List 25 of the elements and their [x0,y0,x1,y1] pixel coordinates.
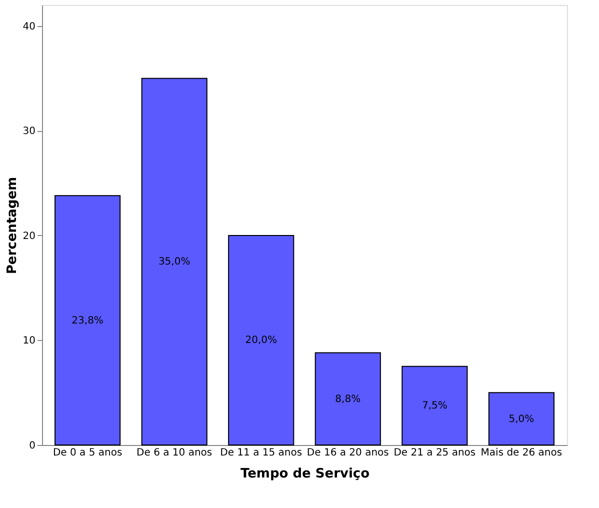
bar [141,78,208,446]
y-tick-label: 40 [22,21,36,32]
data-label: 35,0% [158,256,190,268]
data-label: 8,8% [335,394,361,405]
data-label: 23,8% [72,315,104,326]
bar [54,195,121,446]
x-axis-title: Tempo de Serviço [240,466,370,482]
data-label: 5,0% [508,414,534,425]
data-label: 20,0% [245,335,277,346]
x-tick-label: De 6 a 10 anos [136,448,212,458]
bar [228,234,294,446]
bar [314,352,381,446]
y-axis-title: Percentagem [4,176,20,274]
data-label: 7,5% [422,400,448,412]
y-tick-label: 30 [22,126,36,138]
x-tick-label: De 0 a 5 anos [52,448,122,458]
x-tick-label: Mais de 26 anos [480,448,562,458]
bar [488,392,554,446]
y-tick-label: 10 [22,336,36,347]
x-tick-label: De 11 a 15 anos [220,448,302,458]
x-tick-label: De 16 a 20 anos [306,448,389,458]
x-tick-label: De 21 a 25 anos [394,448,476,458]
y-tick-label: 0 [29,440,36,452]
bar [402,366,468,446]
y-tick-label: 20 [22,230,36,242]
